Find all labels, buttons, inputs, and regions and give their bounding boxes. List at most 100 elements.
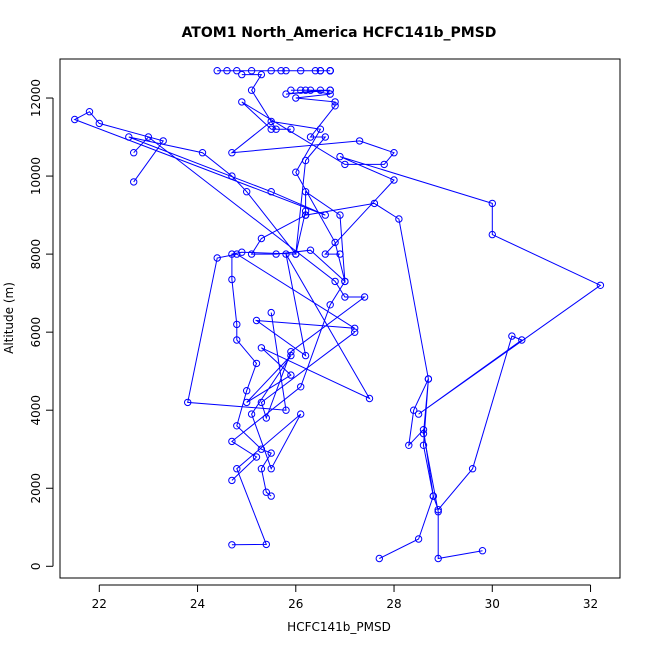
data-point [414,535,423,543]
data-point [282,67,290,75]
data-point [331,238,339,247]
data-point [267,67,275,75]
data-point [297,86,305,94]
series-5 [213,67,334,75]
data-point [292,168,300,176]
series-line [133,136,367,420]
data-point [596,281,605,289]
data-point [233,422,241,430]
series-line [230,74,602,511]
chart-title: ATOM1 North_America HCFC141b_PMSD [182,25,497,41]
data-point [429,492,437,500]
data-point [257,445,266,453]
data-point [419,441,428,449]
data-point [71,115,79,124]
data-point [282,90,290,98]
data-point [267,125,275,133]
data-point [257,234,266,243]
data-point [85,108,94,116]
data-point [267,492,275,500]
data-point [508,332,516,340]
y-tick-label: 12000 [29,79,43,117]
data-point [321,250,329,258]
data-point [267,465,275,473]
data-point [331,277,339,286]
data-point [252,316,261,325]
y-tick-label: 6000 [29,317,43,348]
data-point [405,441,413,449]
data-point [370,199,379,208]
data-point [488,199,496,208]
data-point [233,465,241,473]
data-point [326,90,334,98]
data-point [257,465,266,473]
x-axis-label: HCFC141b_PMSD [287,620,391,634]
data-point [341,293,349,301]
data-point [316,86,325,94]
data-point [341,277,349,286]
data-point [301,207,310,215]
data-point [233,336,241,344]
data-point [228,275,236,284]
plot-frame [59,58,621,579]
data-point [247,250,256,258]
data-point [267,449,275,457]
data-point [257,70,266,79]
data-point [301,211,310,219]
data-point [228,541,236,549]
y-axis: 0 2000 4000 6000 8000 10000 12000 [29,79,54,570]
data-point [287,348,295,356]
x-tick-label: 30 [485,597,500,611]
data-point [326,301,334,309]
data-point [306,133,315,141]
data-point [311,67,320,75]
data-point [326,86,334,94]
data-point [247,86,256,94]
data-point [321,133,329,141]
data-point [228,437,236,446]
data-point [419,429,428,438]
y-tick-label: 0 [29,562,43,570]
data-point [488,230,496,239]
x-tick-label: 26 [288,597,303,611]
data-point [518,336,526,344]
data-point [351,324,359,332]
data-point [125,133,133,141]
data-point [238,98,246,106]
data-point [301,156,310,165]
data-point [331,102,339,110]
data-point [380,160,388,169]
data-point [238,70,246,79]
data-point [306,246,315,254]
series-2 [71,108,329,500]
data-point [184,398,192,407]
data-point [410,406,418,414]
data-point [213,254,221,262]
data-point [478,547,487,555]
y-tick-label: 4000 [29,395,43,426]
data-point [272,250,280,258]
data-point [262,540,270,549]
data-point [341,160,349,169]
data-point [306,86,315,94]
series-1 [184,250,374,549]
data-point [262,414,270,422]
data-point [336,211,344,219]
data-point [326,67,334,75]
data-point [247,410,256,418]
data-point [198,149,207,157]
data-point [233,320,241,329]
data-point [390,176,398,184]
data-point [144,133,153,141]
series-3 [130,133,369,422]
data-point [434,508,442,516]
data-point [292,250,300,258]
data-point [262,488,270,496]
series-line [73,111,326,497]
data-point [424,375,433,383]
data-point [257,398,266,407]
series-4 [228,70,605,514]
series-6 [228,86,349,485]
